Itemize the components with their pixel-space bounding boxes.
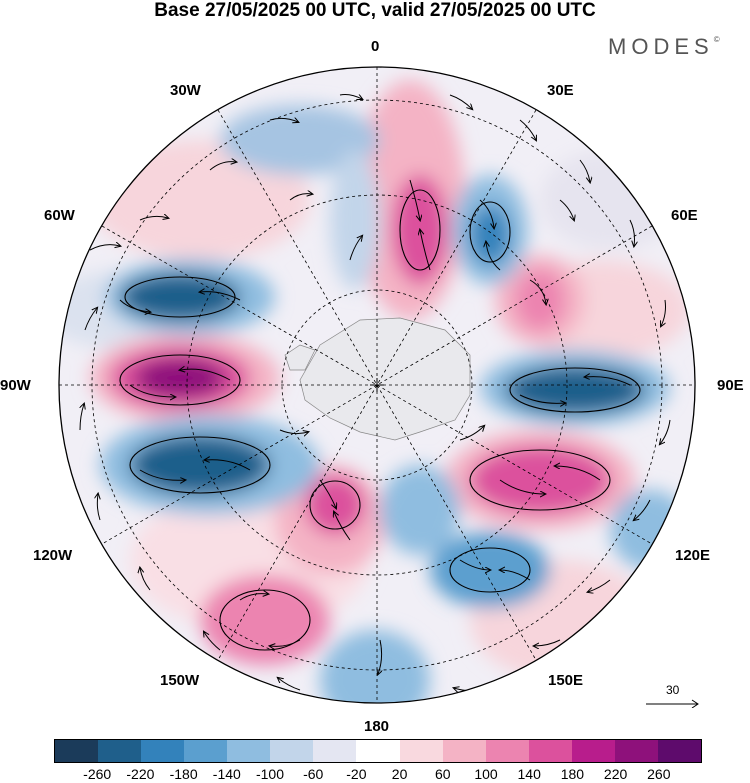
- colorbar-segment: [614, 740, 658, 762]
- colorbar-segment: [313, 740, 357, 762]
- colorbar-tick-label: -220: [126, 766, 155, 782]
- lon-label-150e: 150E: [548, 672, 584, 689]
- colorbar-tick-label: 60: [435, 766, 451, 782]
- modes-logo: MODES©: [608, 34, 720, 60]
- lon-label-0: 0: [371, 38, 380, 55]
- colorbar-tick-label: 140: [517, 766, 541, 782]
- lon-label-180: 180: [364, 718, 390, 735]
- colorbar-tick-label: 20: [391, 766, 408, 782]
- reference-vector-arrow: [646, 699, 699, 708]
- colorbar-labels: -260 -220 -180 -140 -100 -60 -20 20 60 100 140 180 2…: [0, 766, 750, 783]
- colorbar-tick-label: 260: [647, 766, 671, 782]
- colorbar-segment: [98, 740, 142, 762]
- lon-label-150w: 150W: [160, 672, 200, 689]
- colorbar-tick-label: -140: [212, 766, 241, 782]
- colorbar-segment: [55, 740, 99, 762]
- colorbar-segment: [270, 740, 314, 762]
- colorbar-tick-label: -20: [346, 766, 367, 782]
- colorbar-segment: [227, 740, 271, 762]
- colorbar-tick-label: -180: [169, 766, 198, 782]
- colorbar-tick-label: -60: [303, 766, 324, 782]
- lon-label-120w: 120W: [33, 547, 73, 564]
- colorbar: [54, 739, 702, 763]
- colorbar-segment: [571, 740, 615, 762]
- logo-mark: ©: [713, 34, 720, 44]
- colorbar-tick-label: 180: [560, 766, 585, 782]
- colorbar-segment: [442, 740, 486, 762]
- antarctica-landmass: [299, 317, 471, 441]
- colorbar-segment: [399, 740, 443, 762]
- colorbar-tick-label: 100: [474, 766, 498, 782]
- wind-vectors: [79, 94, 671, 691]
- lon-label-30e: 30E: [547, 82, 574, 99]
- colorbar-segment: [184, 740, 228, 762]
- lon-label-90e: 90E: [717, 377, 744, 394]
- lon-label-30w: 30W: [170, 82, 201, 99]
- lon-label-60e: 60E: [671, 207, 698, 224]
- lon-label-90w: 90W: [0, 377, 31, 394]
- map-boundary: [58, 66, 696, 704]
- lon-label-60w: 60W: [44, 207, 75, 224]
- logo-text: MODES: [608, 34, 714, 59]
- graticule: [59, 67, 695, 703]
- map-title: Base 27/05/2025 00 UTC, valid 27/05/2025…: [154, 0, 596, 21]
- polar-map: [58, 66, 696, 704]
- colorbar-segment: [485, 740, 529, 762]
- colorbar-tick-label: -260: [83, 766, 112, 782]
- lon-label-120e: 120E: [675, 547, 711, 564]
- colorbar-tick-label: 220: [603, 766, 628, 782]
- reference-vector-value: 30: [666, 683, 680, 697]
- colorbar-tick-label: -100: [255, 766, 285, 782]
- colorbar-segment: [356, 740, 400, 762]
- anomaly-field: [59, 80, 690, 703]
- colorbar-segment: [528, 740, 572, 762]
- colorbar-segment: [141, 740, 185, 762]
- colorbar-segment: [657, 740, 701, 762]
